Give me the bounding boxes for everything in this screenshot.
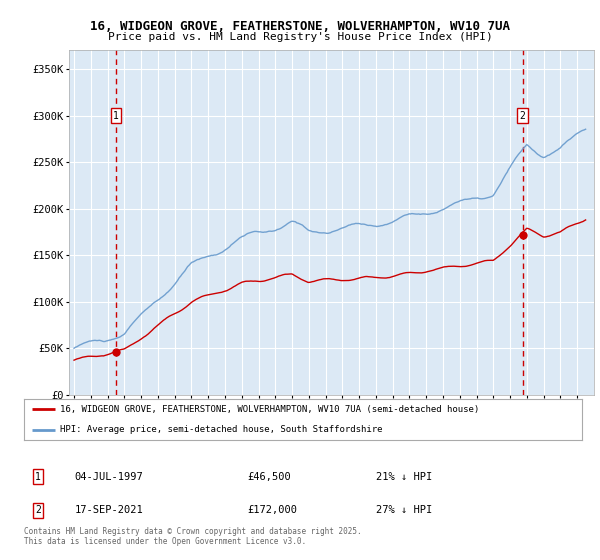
Text: 21% ↓ HPI: 21% ↓ HPI [376,472,432,482]
Text: 04-JUL-1997: 04-JUL-1997 [74,472,143,482]
Text: 1: 1 [113,110,119,120]
Text: Contains HM Land Registry data © Crown copyright and database right 2025.
This d: Contains HM Land Registry data © Crown c… [24,526,362,546]
Text: 1: 1 [35,472,41,482]
Text: 2: 2 [35,505,41,515]
Text: Price paid vs. HM Land Registry's House Price Index (HPI): Price paid vs. HM Land Registry's House … [107,32,493,43]
Text: £172,000: £172,000 [247,505,297,515]
Text: HPI: Average price, semi-detached house, South Staffordshire: HPI: Average price, semi-detached house,… [60,425,383,434]
Text: 27% ↓ HPI: 27% ↓ HPI [376,505,432,515]
Text: 16, WIDGEON GROVE, FEATHERSTONE, WOLVERHAMPTON, WV10 7UA: 16, WIDGEON GROVE, FEATHERSTONE, WOLVERH… [90,20,510,32]
Text: 2: 2 [520,110,526,120]
Text: £46,500: £46,500 [247,472,291,482]
Text: 17-SEP-2021: 17-SEP-2021 [74,505,143,515]
Text: 16, WIDGEON GROVE, FEATHERSTONE, WOLVERHAMPTON, WV10 7UA (semi-detached house): 16, WIDGEON GROVE, FEATHERSTONE, WOLVERH… [60,405,479,414]
